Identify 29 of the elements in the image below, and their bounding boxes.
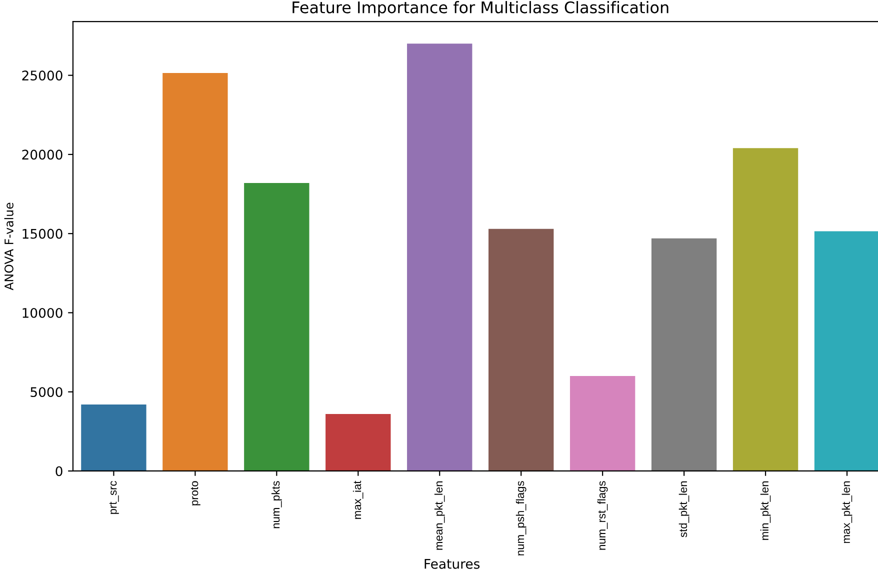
x-tick-label: std_pkt_len: [678, 481, 690, 538]
x-tick-label: proto: [190, 481, 200, 506]
bar: [244, 182, 310, 471]
bar: [651, 238, 717, 471]
bar: [326, 414, 391, 471]
bar: [570, 376, 636, 471]
y-tick-label: 5000: [30, 387, 62, 398]
y-tick-label: 0: [56, 466, 62, 476]
x-tick-label: prt_src: [109, 481, 119, 514]
y-tick-label: 10000: [22, 308, 62, 318]
bar: [81, 404, 146, 471]
x-tick-label: num_rst_flags: [597, 481, 608, 550]
x-tick-label: max_pkt_len: [842, 481, 852, 543]
x-tick-label: mean_pkt_len: [434, 481, 445, 550]
y-tick-label: 20000: [22, 150, 62, 160]
x-tick-label: num_pkts: [271, 481, 282, 528]
x-axis-title: Features: [424, 559, 480, 569]
chart-title: Feature Importance for Multiclass Classification: [292, 1, 668, 16]
bar: [488, 228, 554, 471]
bar: [162, 72, 228, 471]
x-tick-label: num_psh_flags: [516, 481, 526, 556]
bar: [407, 44, 472, 471]
y-tick-label: 15000: [22, 228, 62, 239]
y-axis-title: ANOVA F-value: [4, 202, 14, 290]
x-tick-label: min_pkt_len: [760, 481, 771, 540]
bar: [732, 148, 798, 471]
x-tick-label: max_iat: [352, 480, 364, 519]
bar: [814, 231, 878, 471]
y-tick-label: 25000: [22, 70, 62, 81]
